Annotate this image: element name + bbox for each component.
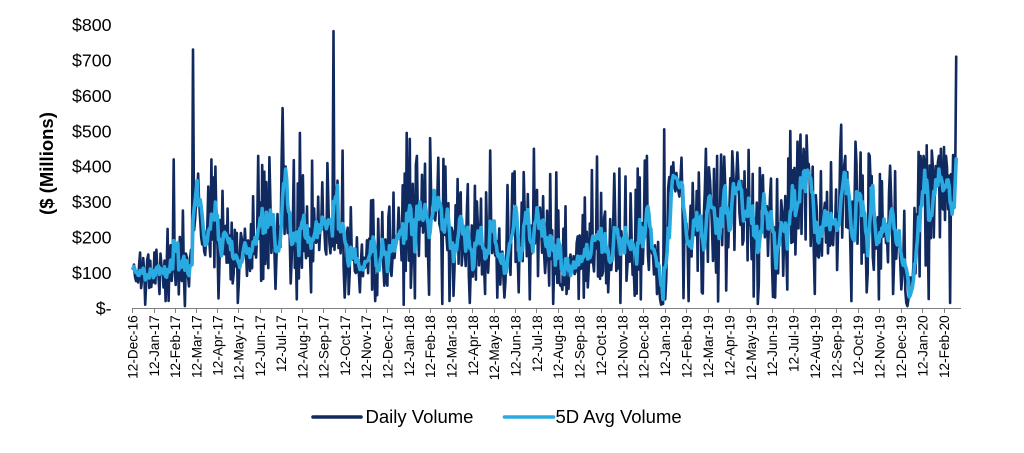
svg-text:$500: $500 [72,121,112,141]
svg-text:12-Sep-18: 12-Sep-18 [573,315,588,378]
svg-text:$800: $800 [72,15,112,35]
svg-text:12-Oct-18: 12-Oct-18 [594,315,609,375]
svg-text:12-Feb-17: 12-Feb-17 [168,315,183,378]
svg-text:12-Jan-18: 12-Jan-18 [402,315,417,376]
svg-text:$-: $- [96,298,112,318]
svg-text:12-May-17: 12-May-17 [232,315,247,380]
svg-text:12-Apr-18: 12-Apr-18 [466,315,481,375]
svg-text:$100: $100 [72,263,112,283]
svg-text:12-Nov-19: 12-Nov-19 [873,315,888,378]
svg-text:$700: $700 [72,51,112,71]
svg-text:12-Jul-19: 12-Jul-19 [787,315,802,372]
svg-text:$300: $300 [72,192,112,212]
svg-text:12-Mar-19: 12-Mar-19 [701,315,716,378]
svg-text:12-Aug-18: 12-Aug-18 [551,315,566,378]
svg-text:5D Avg Volume: 5D Avg Volume [556,406,682,427]
svg-text:12-Jun-19: 12-Jun-19 [765,315,780,376]
svg-text:12-Aug-17: 12-Aug-17 [295,315,310,378]
svg-text:Daily Volume: Daily Volume [366,406,474,427]
svg-text:12-Nov-17: 12-Nov-17 [359,315,374,378]
svg-text:($ (Millions): ($ (Millions) [36,112,57,215]
svg-text:12-Oct-17: 12-Oct-17 [338,315,353,375]
svg-text:12-Jul-18: 12-Jul-18 [530,315,545,372]
svg-text:12-Jan-17: 12-Jan-17 [147,315,162,376]
svg-text:12-Apr-17: 12-Apr-17 [211,315,226,375]
svg-text:12-Jun-17: 12-Jun-17 [253,315,268,376]
svg-text:12-Feb-20: 12-Feb-20 [937,315,952,378]
svg-text:12-Aug-19: 12-Aug-19 [808,315,823,378]
svg-text:12-Feb-19: 12-Feb-19 [680,315,695,378]
svg-text:$400: $400 [72,157,112,177]
svg-text:12-Mar-17: 12-Mar-17 [189,315,204,378]
svg-text:12-May-18: 12-May-18 [487,315,502,380]
svg-text:12-May-19: 12-May-19 [744,315,759,380]
svg-text:12-Dec-19: 12-Dec-19 [894,315,909,378]
svg-text:12-Dec-17: 12-Dec-17 [381,315,396,378]
svg-text:12-Jan-20: 12-Jan-20 [916,315,931,377]
svg-text:12-Jan-19: 12-Jan-19 [658,315,673,376]
svg-text:12-Sep-17: 12-Sep-17 [317,315,332,378]
svg-text:12-Mar-18: 12-Mar-18 [444,315,459,378]
svg-text:12-Feb-18: 12-Feb-18 [423,315,438,378]
svg-text:$200: $200 [72,228,112,248]
svg-text:12-Jul-17: 12-Jul-17 [274,315,289,372]
svg-text:$600: $600 [72,86,112,106]
svg-text:12-Nov-18: 12-Nov-18 [615,315,630,378]
svg-text:12-Jun-18: 12-Jun-18 [508,315,523,376]
svg-text:12-Apr-19: 12-Apr-19 [722,315,737,375]
svg-text:12-Oct-19: 12-Oct-19 [851,315,866,375]
svg-text:12-Dec-18: 12-Dec-18 [637,315,652,378]
svg-text:12-Sep-19: 12-Sep-19 [830,315,845,378]
svg-text:12-Dec-16: 12-Dec-16 [126,315,141,378]
